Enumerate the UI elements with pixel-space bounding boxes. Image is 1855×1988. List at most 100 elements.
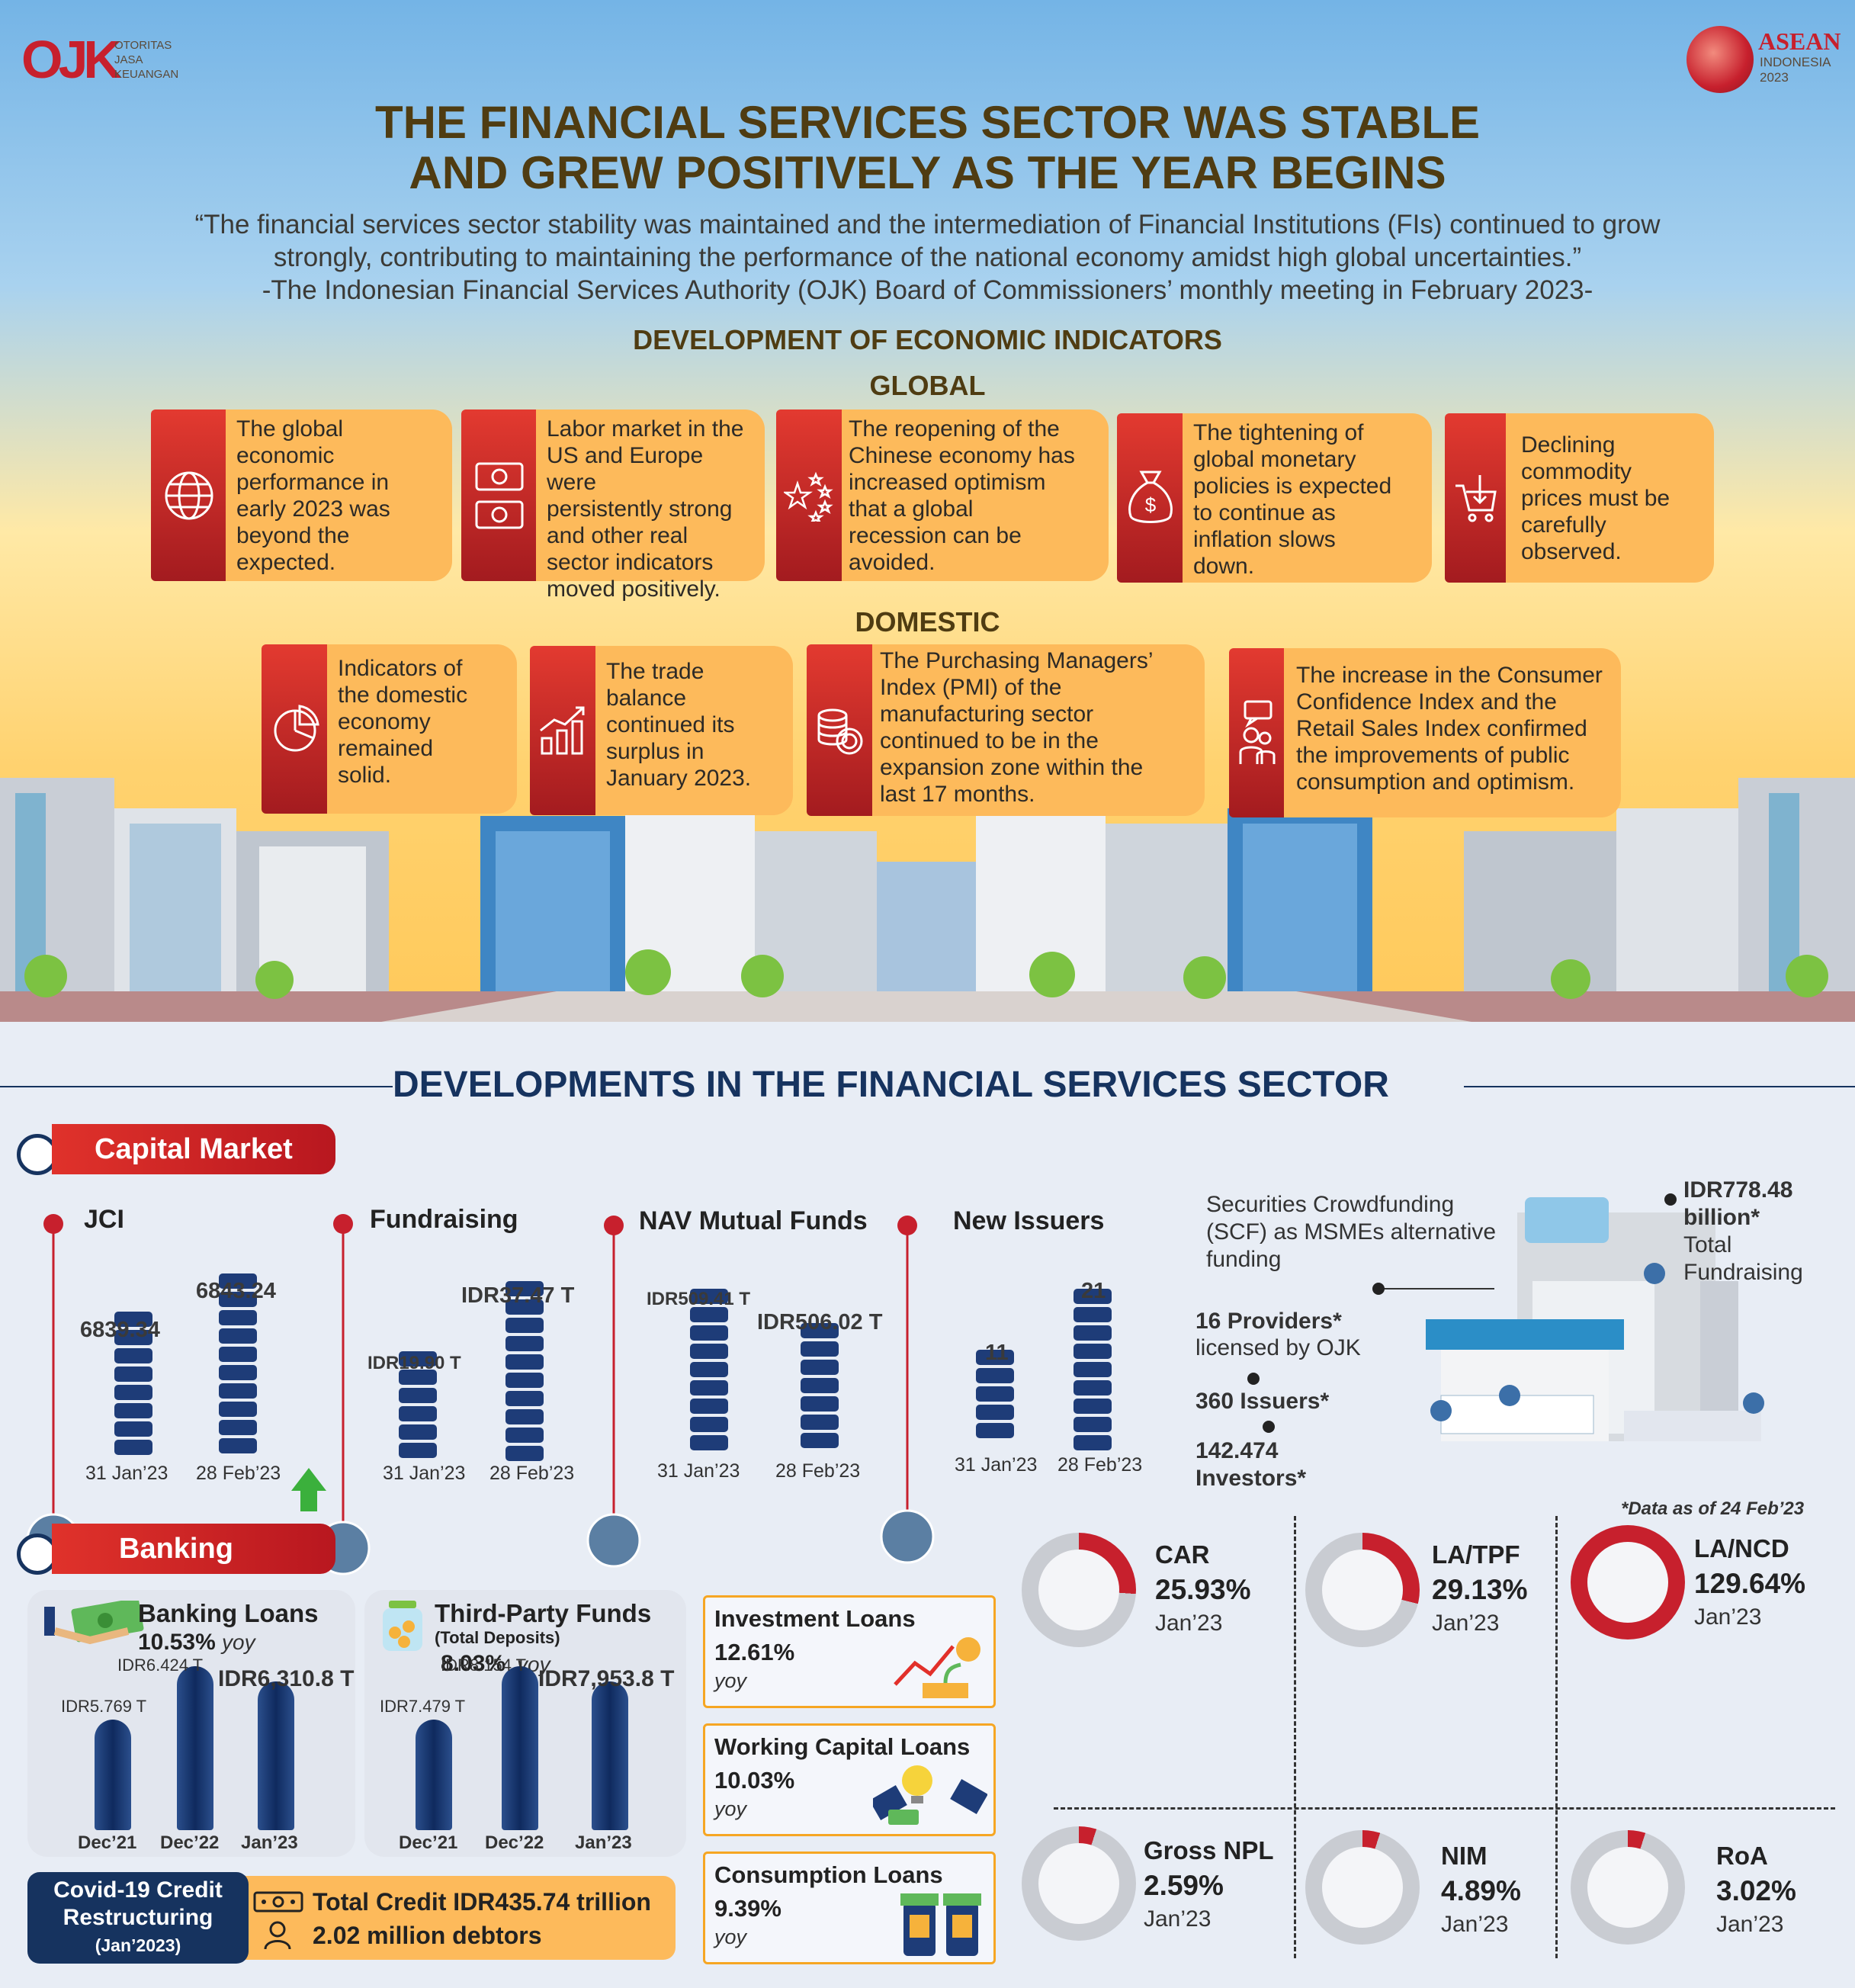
- stack-block: [114, 1312, 152, 1327]
- stack-block: [219, 1420, 257, 1435]
- group-icon: [880, 1509, 935, 1564]
- domestic-card: The trade balance continued its surplus …: [530, 646, 793, 815]
- card-line: beyond the: [236, 523, 350, 548]
- monitor-chart-icon: [1587, 1542, 1668, 1623]
- up-arrow-icon: [291, 1468, 326, 1511]
- bar-value-label: IDR6,310.8 T: [218, 1666, 355, 1691]
- gold-bars-icon: [1038, 1550, 1119, 1630]
- global-heading: GLOBAL: [869, 370, 986, 401]
- jci-date-jan: 31 Jan’23: [85, 1463, 168, 1484]
- stack-block: [399, 1406, 437, 1421]
- card-text: The global economic performance in early…: [236, 416, 443, 576]
- ratio-ind-n: Gross NPL: [1144, 1836, 1274, 1864]
- bar: [502, 1666, 538, 1830]
- stack-block: [1074, 1307, 1112, 1322]
- card-icon-tab: $: [1117, 413, 1183, 583]
- card-line: Chinese economy has: [849, 443, 1075, 468]
- stack-block: [219, 1273, 257, 1289]
- cash-hand-icon: [44, 1601, 144, 1645]
- investment-loans-value: 12.61%: [714, 1639, 795, 1665]
- ratio-donut: [1305, 1533, 1420, 1647]
- stack-block: [976, 1350, 1014, 1365]
- asean-globe-icon: [1687, 26, 1754, 93]
- stack-block: [505, 1354, 544, 1370]
- ratio-ind-n: LA/TPF: [1432, 1540, 1520, 1569]
- card-line: expected.: [236, 550, 336, 575]
- stack-block: [505, 1336, 544, 1351]
- heading-rule-left: [0, 1086, 393, 1087]
- card-line: solid.: [338, 763, 392, 788]
- bar-value-label: IDR7.479 T: [380, 1697, 466, 1716]
- new-issuers-label: New Issuers: [953, 1206, 1105, 1235]
- providers-bullet: [1372, 1283, 1385, 1295]
- asean-logo-year: 2023: [1760, 70, 1789, 85]
- asean-2023-logo: ASEAN INDONESIA 2023: [1687, 21, 1841, 94]
- ratio-ind-n: RoA: [1716, 1842, 1768, 1870]
- card-line: Index (PMI) of the: [880, 675, 1062, 700]
- card-line: commodity: [1521, 459, 1632, 484]
- financial-services-section: DEVELOPMENTS IN THE FINANCIAL SERVICES S…: [0, 1022, 1855, 1988]
- scf-total-label: Total Fundraising: [1683, 1232, 1803, 1286]
- card-line: The trade: [606, 659, 704, 684]
- investors-bullet: [1263, 1421, 1275, 1433]
- stack-block: [505, 1373, 544, 1388]
- ratio-divider-vertical-1: [1294, 1516, 1296, 1958]
- scf-providers: 16 Providers*: [1195, 1309, 1342, 1334]
- stack-block: [114, 1330, 152, 1345]
- covid-badge-line: Restructuring: [63, 1905, 213, 1930]
- heading-rule-right: [1464, 1086, 1855, 1087]
- financial-heading: DEVELOPMENTS IN THE FINANCIAL SERVICES S…: [393, 1065, 1389, 1105]
- card-line: remained: [338, 736, 434, 761]
- cart-down-icon: [1455, 475, 1497, 522]
- stack-block: [114, 1440, 152, 1455]
- new-issuers-date-feb: 28 Feb’23: [1057, 1454, 1143, 1476]
- card-line: performance in: [236, 470, 390, 495]
- bar-value-label: IDR7,953.8 T: [538, 1666, 675, 1691]
- card-line: Labor market in the: [547, 416, 744, 442]
- stack-block: [690, 1399, 728, 1414]
- card-icon-tab: [807, 644, 872, 816]
- new-issuers-date-jan: 31 Jan’23: [955, 1454, 1038, 1476]
- domestic-heading: DOMESTIC: [855, 606, 1000, 638]
- card-icon-tab: [530, 646, 595, 815]
- stack-block: [801, 1396, 839, 1412]
- main-title-line2: AND GREW POSITIVELY AS THE YEAR BEGINS: [409, 147, 1446, 198]
- scf-total-value: IDR778.48 billion*: [1683, 1177, 1792, 1232]
- investment-loans-card: Investment Loans 12.61% yoy: [703, 1595, 996, 1708]
- ratio-ind-d: Jan’23: [1432, 1611, 1500, 1636]
- covid-debtors: 2.02 million debtors: [313, 1922, 542, 1949]
- card-line: sector indicators: [547, 550, 714, 575]
- stack-block: [505, 1318, 544, 1333]
- stack-block: [801, 1415, 839, 1430]
- card-text: Indicators of the domestic economy remai…: [338, 655, 508, 788]
- fundraising-value-feb: IDR37.47 T: [461, 1283, 575, 1308]
- global-card: The reopening of the Chinese economy has…: [776, 409, 1109, 581]
- domestic-card: Indicators of the domestic economy remai…: [262, 644, 517, 814]
- ratio-donut: [1571, 1525, 1685, 1640]
- money-tree-icon: [1322, 1847, 1403, 1928]
- domestic-card: The Purchasing Managers’ Index (PMI) of …: [807, 644, 1205, 816]
- stack-block: [690, 1435, 728, 1450]
- card-text: The trade balance continued its surplus …: [606, 658, 784, 792]
- scf-line: Securities Crowdfunding: [1206, 1192, 1455, 1217]
- stack-block: [505, 1428, 544, 1443]
- card-icon-tab: [776, 409, 842, 581]
- tpf-chart: IDR7.479 T Dec’21 IDR8.154 T Dec’22 IDR7,953…: [364, 1590, 686, 1857]
- card-line: prices must be: [1521, 486, 1670, 511]
- stack-block: [1074, 1399, 1112, 1414]
- stack-block: [976, 1423, 1014, 1438]
- stack-block: [114, 1348, 152, 1363]
- pin-marker: [43, 1214, 63, 1234]
- stack-block: [1074, 1289, 1112, 1304]
- card-icon-tab: [262, 644, 327, 814]
- money-bag-icon: $: [1128, 471, 1173, 523]
- stack-block: [690, 1289, 728, 1304]
- fundraising-date-jan: 31 Jan’23: [383, 1463, 466, 1484]
- stack-block: [219, 1310, 257, 1325]
- ratio-ind-n: CAR: [1155, 1540, 1210, 1569]
- ratio-ind-v: 2.59%: [1144, 1870, 1224, 1901]
- card-line: continued its: [606, 712, 735, 737]
- consumer-icon: [1239, 700, 1276, 764]
- nav-value-jan: IDR509.41 T: [647, 1289, 751, 1309]
- total-fundraising-bullet: [1664, 1193, 1677, 1206]
